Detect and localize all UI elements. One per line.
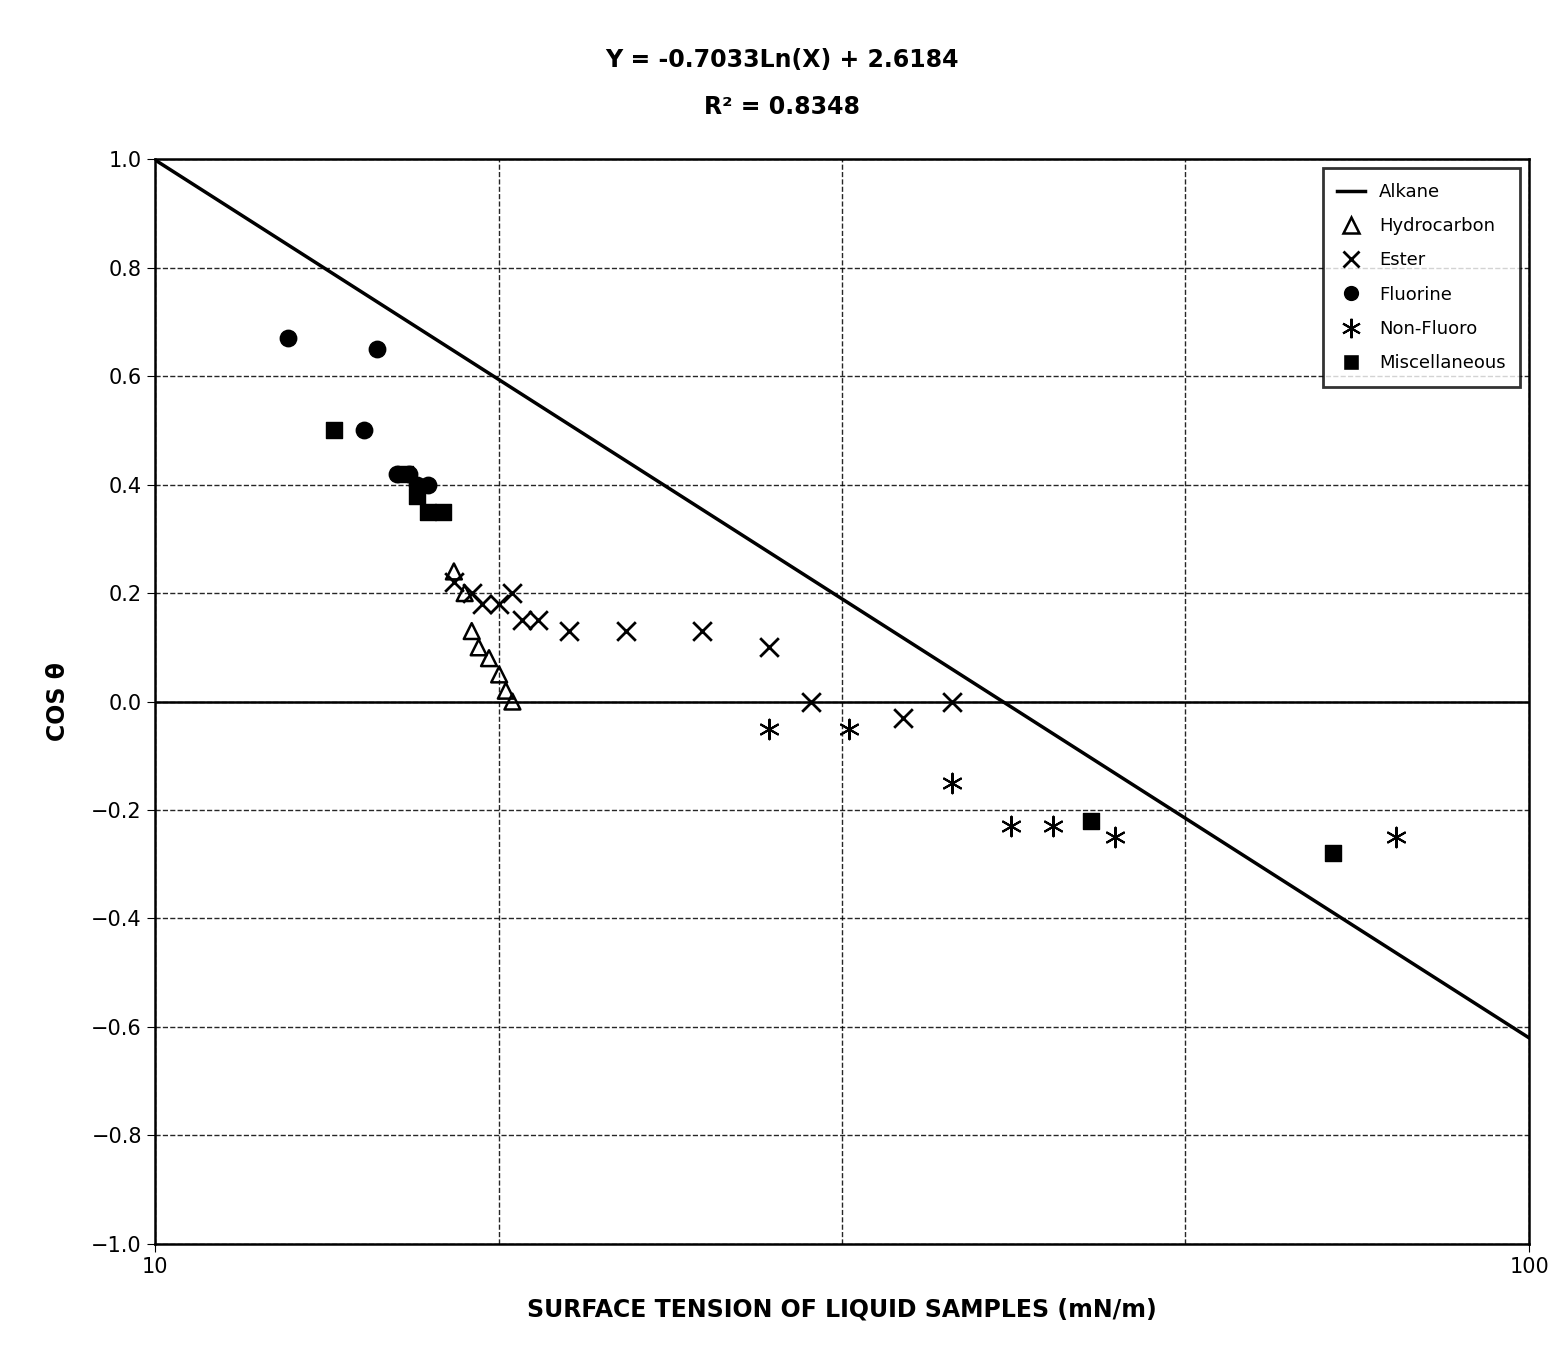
Point <box>557 621 582 642</box>
Point <box>322 420 347 442</box>
Y-axis label: COS θ: COS θ <box>47 662 70 741</box>
Point <box>1079 810 1104 832</box>
Point <box>430 501 455 522</box>
Point <box>441 572 466 593</box>
Point <box>1320 843 1345 865</box>
Point <box>486 663 511 685</box>
Point <box>757 637 782 659</box>
Point <box>1103 827 1128 848</box>
Point <box>890 707 915 728</box>
Point <box>469 593 494 615</box>
Point <box>940 772 965 794</box>
Point <box>500 582 526 604</box>
Point <box>352 420 377 442</box>
Point <box>416 501 441 522</box>
Point <box>493 679 518 701</box>
Point <box>510 610 535 632</box>
Point <box>404 473 429 495</box>
Point <box>393 462 418 484</box>
Legend: Alkane, Hydrocarbon, Ester, Fluorine, Non-Fluoro, Miscellaneous: Alkane, Hydrocarbon, Ester, Fluorine, No… <box>1323 168 1520 386</box>
Point <box>452 582 477 604</box>
Point <box>798 690 823 712</box>
Point <box>460 621 485 642</box>
Point <box>466 637 491 659</box>
Point <box>416 473 441 495</box>
Point <box>396 462 421 484</box>
Point <box>757 717 782 739</box>
Point <box>404 484 429 506</box>
Point <box>1384 827 1409 848</box>
Point <box>1040 816 1065 837</box>
Text: R² = 0.8348: R² = 0.8348 <box>704 95 860 120</box>
Point <box>837 717 862 739</box>
Point <box>486 593 511 615</box>
Point <box>477 648 502 670</box>
Point <box>999 816 1024 837</box>
Point <box>364 338 389 360</box>
Point <box>690 621 715 642</box>
Text: Y = -0.7033Ln(X) + 2.6184: Y = -0.7033Ln(X) + 2.6184 <box>605 48 959 72</box>
X-axis label: SURFACE TENSION OF LIQUID SAMPLES (mN/m): SURFACE TENSION OF LIQUID SAMPLES (mN/m) <box>527 1297 1157 1322</box>
Point <box>460 582 485 604</box>
Point <box>500 690 526 712</box>
Point <box>613 621 638 642</box>
Point <box>441 561 466 582</box>
Point <box>940 690 965 712</box>
Point <box>526 610 551 632</box>
Point <box>275 327 300 349</box>
Point <box>385 462 410 484</box>
